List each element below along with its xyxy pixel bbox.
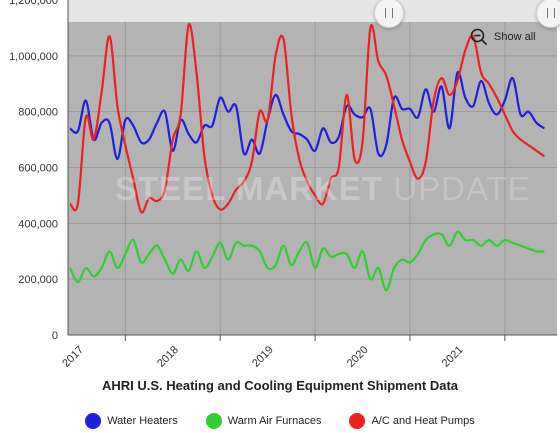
range-navigator[interactable] <box>68 0 560 28</box>
navigator-right-handle[interactable] <box>536 0 560 28</box>
legend: Water Heaters Warm Air Furnaces A/C and He… <box>0 413 560 429</box>
x-tick-label: 2017 <box>60 344 86 370</box>
y-tick-label: 1,000,000 <box>9 51 58 63</box>
warm-air-furnaces-line <box>69 230 545 292</box>
legend-item-water-heaters[interactable]: Water Heaters <box>85 413 178 429</box>
legend-label: A/C and Heat Pumps <box>371 415 475 427</box>
show-all-button[interactable]: Show all <box>470 28 536 46</box>
y-tick-label: 200,000 <box>18 274 58 286</box>
legend-marker <box>205 413 222 429</box>
x-tick-label: 2020 <box>345 344 371 370</box>
water-heaters-line <box>69 70 545 161</box>
legend-marker <box>349 413 366 429</box>
y-tick-label: 800,000 <box>18 107 58 119</box>
y-tick-label: 400,000 <box>18 218 58 230</box>
x-tick-label: 2021 <box>440 344 466 370</box>
legend-item-warm-air-furnaces[interactable]: Warm Air Furnaces <box>205 413 322 429</box>
show-all-label: Show all <box>494 31 536 43</box>
chart-title: AHRI U.S. Heating and Cooling Equipment … <box>101 378 459 393</box>
legend-marker <box>85 413 102 429</box>
series-layer <box>68 23 546 292</box>
plot-background <box>68 22 557 335</box>
y-tick-label: 600,000 <box>18 163 58 175</box>
y-tick-label: 1,200,000 <box>9 0 58 7</box>
navigator-background[interactable] <box>68 0 557 22</box>
x-tick-label: 2018 <box>155 344 181 370</box>
navigator-left-handle[interactable] <box>374 0 404 28</box>
legend-label: Warm Air Furnaces <box>227 415 322 427</box>
legend-item-ac-heat-pumps[interactable]: A/C and Heat Pumps <box>349 413 475 429</box>
ac-heat-pumps-line <box>68 23 546 214</box>
x-tick-label: 2019 <box>250 344 276 370</box>
legend-label: Water Heaters <box>107 415 178 427</box>
y-tick-label: 0 <box>52 330 58 342</box>
gridlines <box>68 22 557 335</box>
zoom-out-icon <box>470 28 488 46</box>
